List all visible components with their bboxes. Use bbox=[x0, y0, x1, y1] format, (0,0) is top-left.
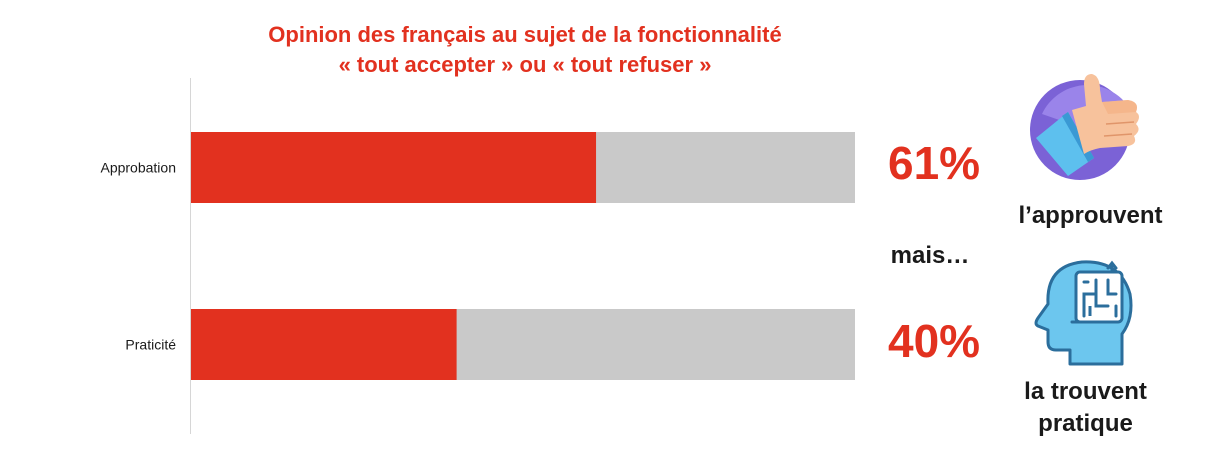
practicality-caption-line-1: la trouvent bbox=[1024, 378, 1147, 405]
category-label: Praticité bbox=[125, 337, 176, 353]
practicality-caption-line-2: pratique bbox=[1038, 410, 1133, 437]
bar-chart: Approbation Praticité bbox=[100, 78, 855, 434]
head-maze-icon bbox=[1034, 260, 1133, 366]
bar-2 bbox=[191, 309, 457, 380]
practicality-caption: la trouvent pratique bbox=[1003, 376, 1168, 440]
connector-text: mais… bbox=[890, 242, 970, 269]
practicality-percentage: 40% bbox=[888, 315, 981, 367]
thumbs-up-icon bbox=[1030, 74, 1139, 180]
chart-title: Opinion des français au sujet de la fonc… bbox=[200, 20, 850, 80]
approval-caption: l’approuvent bbox=[1018, 202, 1163, 229]
approval-percentage: 61% bbox=[888, 137, 981, 189]
chart-title-line-2: « tout accepter » ou « tout refuser » bbox=[338, 52, 712, 77]
category-label: Approbation bbox=[100, 160, 176, 176]
bar-1 bbox=[191, 132, 597, 203]
chart-title-line-1: Opinion des français au sujet de la fonc… bbox=[268, 22, 782, 47]
